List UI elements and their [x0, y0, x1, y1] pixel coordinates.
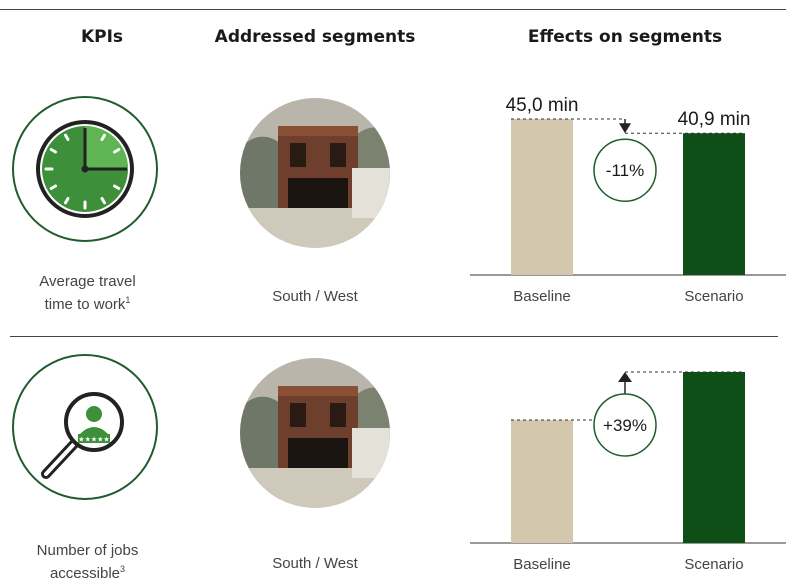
category-label: Scenario — [684, 288, 743, 305]
header-effects-on-segments: Effects on segments — [527, 27, 723, 47]
top-rule — [0, 9, 786, 10]
change-arrow-icon — [618, 372, 632, 382]
header-addressed-segments: Addressed segments — [214, 27, 416, 47]
change-badge — [593, 393, 657, 457]
row-divider — [10, 336, 778, 337]
clock-icon — [36, 120, 134, 218]
change-badge — [593, 138, 657, 202]
footnote-marker: 1 — [125, 295, 131, 305]
segment-label: South / West — [272, 555, 358, 572]
value-label: 45,0 min — [506, 95, 579, 116]
kpi-label: Number of jobs accessible3 — [36, 542, 139, 582]
value-label: 40,9 min — [678, 109, 751, 130]
bar-baseline — [511, 419, 573, 543]
bar-chart-travel-time: Baseline 45,0 min Scenario 40,9 min -11% — [470, 95, 786, 305]
segment-photo — [240, 98, 390, 248]
kpi-icon-circle — [12, 96, 158, 242]
category-label: Scenario — [684, 556, 743, 573]
bar-scenario — [683, 372, 745, 543]
header-kpis: KPIs — [80, 27, 124, 47]
change-label: +39% — [603, 416, 647, 435]
change-arrow-icon — [619, 123, 631, 134]
bar-chart-jobs-accessible: Baseline Scenario +39% — [470, 371, 786, 573]
category-label: Baseline — [513, 556, 571, 573]
segment-label: South / West — [272, 288, 358, 305]
segment-photo — [240, 358, 390, 508]
change-label: -11% — [606, 161, 644, 180]
category-label: Baseline — [513, 288, 571, 305]
kpi-label: Average travel time to work1 — [39, 273, 136, 313]
kpi-icon-circle: ★★★★★ — [12, 354, 158, 500]
bar-scenario — [683, 133, 745, 275]
bar-baseline — [511, 119, 573, 275]
magnifier-person-icon: ★★★★★ — [41, 392, 124, 479]
svg-text:★★★★★: ★★★★★ — [78, 436, 109, 444]
footnote-marker: 3 — [120, 564, 126, 574]
